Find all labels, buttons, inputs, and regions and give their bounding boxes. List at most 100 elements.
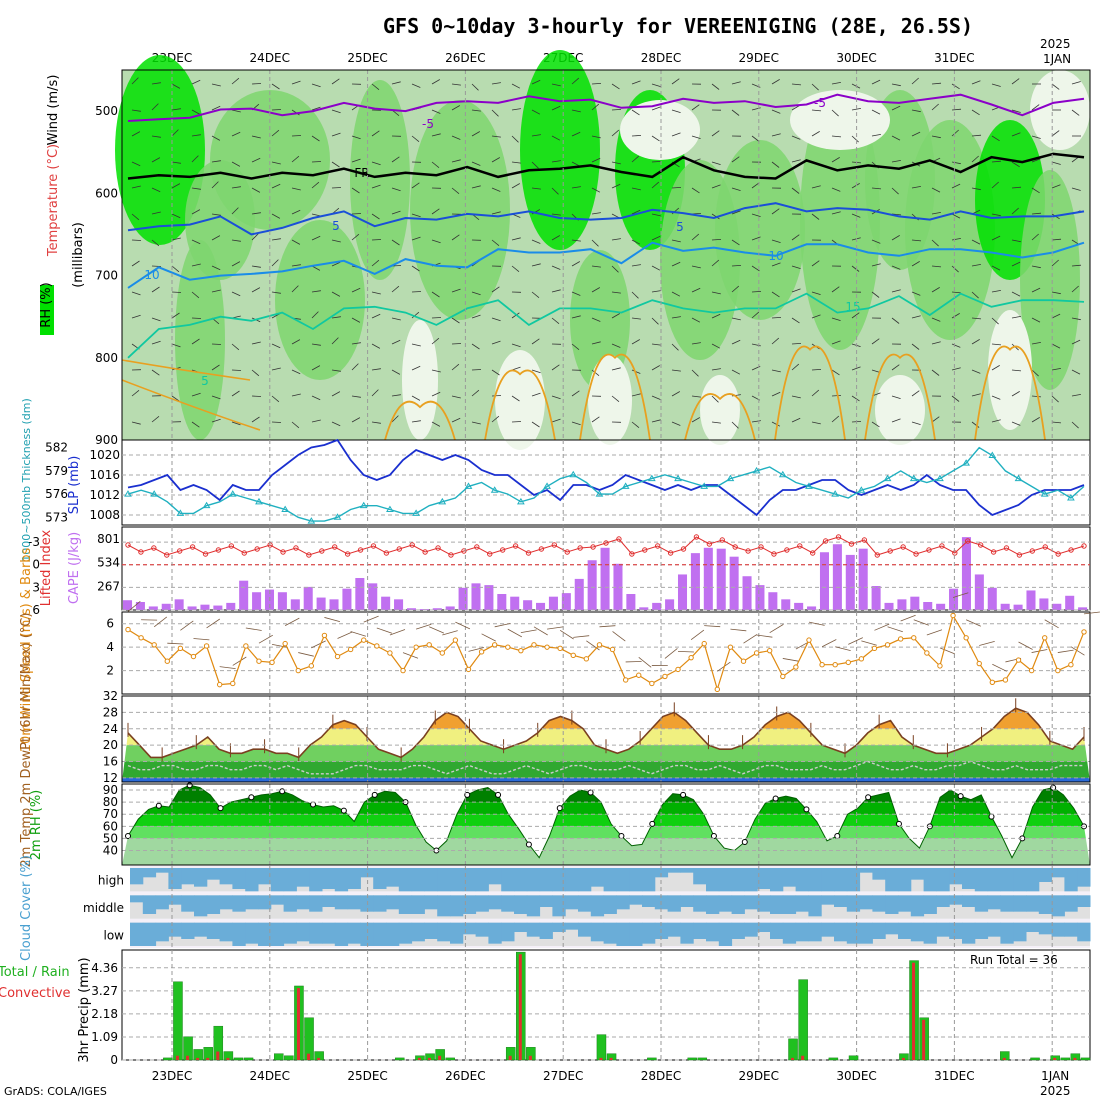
wind-barb (511, 343, 521, 348)
cloud-bar-middle (757, 895, 771, 912)
surface-wind-barb (808, 621, 825, 626)
cloud-bar-high (974, 868, 989, 892)
wind-barb (231, 161, 241, 167)
thickness-marker (988, 451, 997, 458)
wind-barb (771, 208, 780, 215)
wind-barb (711, 259, 720, 267)
wind-barb (431, 291, 440, 298)
wind-barb (631, 317, 641, 320)
cloud-bar-high (155, 868, 169, 873)
wind-barb (371, 239, 382, 241)
wind-barb (391, 156, 400, 163)
precip-total-bar (163, 1057, 173, 1061)
cloud-bar-low (680, 922, 694, 944)
cloud-bar-low (578, 922, 592, 937)
thickness-marker (1040, 490, 1049, 497)
wind-barb (771, 291, 780, 298)
wind-barb (451, 159, 461, 163)
cape-bar (936, 603, 946, 610)
lifted-marker (1016, 552, 1023, 558)
wind-barb (231, 77, 240, 85)
surface-wind-barb (559, 629, 574, 640)
wind-barb (1051, 395, 1059, 403)
cape-bar (884, 602, 894, 610)
wind-barb (631, 187, 641, 191)
wind-barb (611, 238, 621, 241)
lifted-marker (1042, 544, 1048, 550)
precip-conv-bar (175, 1055, 179, 1060)
wind-barb (831, 286, 840, 293)
wind-barb (131, 260, 140, 267)
wind-barb (371, 184, 381, 189)
wind-marker (426, 642, 432, 648)
wind-barb (1031, 104, 1040, 111)
thickness-marker (150, 490, 159, 497)
lifted-marker (616, 536, 622, 542)
cloud-bar-middle (693, 895, 707, 912)
cloud-bar-low (386, 922, 400, 946)
wind-barb (591, 157, 601, 163)
cloud-bar-middle (411, 895, 425, 914)
wind-barb (451, 363, 460, 371)
lifted-marker (461, 548, 467, 554)
wind-barb (471, 161, 481, 166)
wind-barb (271, 238, 281, 241)
surface-wind-barb (599, 625, 616, 628)
wind-barb (671, 343, 679, 351)
bottom-date-25DEC: 25DEC (347, 1069, 387, 1083)
cape-bar (639, 607, 649, 610)
thickness-label: 1000~500mb Thickness (dm) (20, 398, 33, 562)
wind-barb (131, 109, 141, 112)
cloud-bar-middle (206, 895, 221, 914)
cloud-bar-high (206, 868, 221, 880)
wind-barb (391, 285, 400, 293)
wind-barb (551, 265, 561, 270)
wind-barb (1051, 184, 1061, 189)
cape-bar (910, 596, 920, 610)
wind-barb (691, 369, 699, 377)
cloud-bar-low (552, 922, 566, 932)
cape-bar (819, 552, 829, 610)
dry-region (988, 310, 1032, 430)
lifted-marker (900, 544, 906, 550)
lifted-marker (228, 543, 235, 549)
wind-barb (411, 83, 421, 88)
wind-barb (291, 187, 301, 191)
cloud-bar-low (270, 922, 285, 946)
wind-barb (711, 239, 722, 241)
wind-barb (191, 109, 201, 115)
cloud-bar-middle (283, 895, 297, 912)
wind-barb (491, 369, 500, 376)
wind-barb (651, 83, 661, 87)
wind-barb (951, 343, 961, 348)
precip-conv-bar (922, 1019, 926, 1060)
wind-barb (151, 187, 161, 193)
cloud-bar-middle (347, 895, 361, 910)
cape-bar (342, 588, 352, 610)
precip-tick: 3.27 (91, 984, 118, 998)
slp-line (127, 438, 1085, 517)
wind-barb (191, 187, 201, 190)
wind-marker (819, 662, 825, 668)
wind-barb (771, 79, 780, 85)
wind-barb (971, 421, 980, 428)
upper-air-axis-titles: Wind (m/s) Temperature (°C) RH (%) (mill… (39, 75, 86, 328)
precip-conv-bar (296, 988, 300, 1060)
thickness-marker (831, 490, 840, 497)
cloud-bar-low (565, 922, 579, 930)
cloud-bar-high (386, 868, 400, 887)
cloud-bar-high (219, 868, 233, 885)
cloud-bar-high (795, 868, 809, 892)
wind-marker (583, 656, 590, 662)
cloud-bar-low (142, 922, 157, 946)
lifted-marker (1003, 545, 1010, 551)
wind-marker (858, 656, 865, 662)
wind-barb (211, 265, 221, 271)
lifted-marker (512, 543, 519, 549)
surface-wind-barb (415, 623, 432, 630)
surface-wind-barb (913, 619, 929, 626)
wind-barb (211, 213, 221, 216)
wind-barb (911, 261, 920, 267)
cape-bar (794, 602, 804, 610)
cape-bar (471, 583, 481, 610)
